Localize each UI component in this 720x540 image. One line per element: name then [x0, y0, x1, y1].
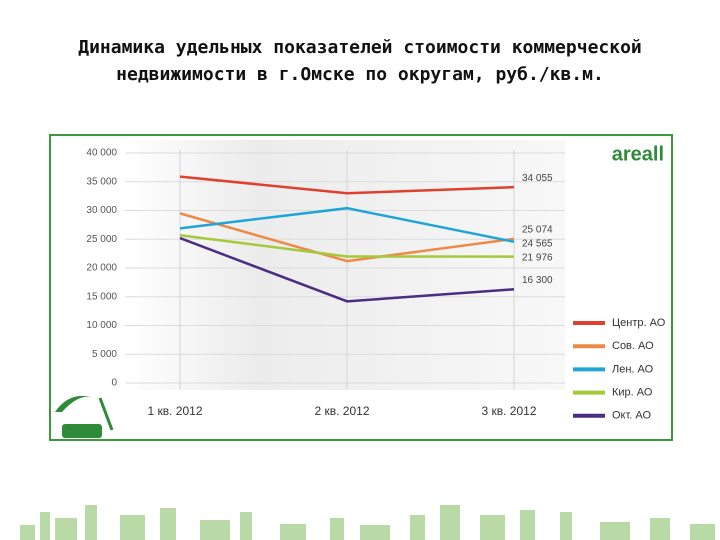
y-tick-label: 5 000: [92, 349, 117, 360]
slide-title-box: Динамика удельных показателей стоимости …: [0, 34, 720, 88]
y-tick-label: 35 000: [86, 176, 117, 187]
value-label: 34 055: [522, 173, 553, 184]
legend-label: Кир. АО: [612, 387, 653, 399]
y-tick-label: 25 000: [86, 234, 117, 245]
brand: areall: [612, 143, 664, 165]
x-tick-label: 1 кв. 2012: [148, 404, 203, 418]
value-label: 24 565: [522, 238, 553, 249]
y-tick-label: 30 000: [86, 205, 117, 216]
series-line: [179, 175, 515, 195]
omsk-logo: [55, 395, 114, 438]
legend-label: Центр. АО: [612, 317, 666, 329]
y-tick-label: 0: [111, 378, 117, 389]
skyline: [20, 505, 715, 540]
series-line: [179, 233, 515, 258]
x-tick-label: 3 кв. 2012: [482, 404, 537, 418]
y-tick-label: 10 000: [86, 320, 117, 331]
legend-label: Сов. АО: [612, 340, 654, 352]
y-tick-label: 20 000: [86, 263, 117, 274]
value-label: 21 976: [522, 252, 553, 263]
series-line: [179, 212, 515, 263]
series-line: [179, 206, 515, 243]
value-label: 16 300: [522, 275, 553, 286]
slide-title: Динамика удельных показателей стоимости …: [78, 37, 642, 85]
y-tick-label: 15 000: [86, 291, 117, 302]
series-line: [179, 236, 515, 303]
legend-label: Окт. АО: [612, 410, 652, 422]
legend-label: Лен. АО: [612, 363, 654, 375]
x-tick-label: 2 кв. 2012: [315, 404, 370, 418]
y-tick-label: 40 000: [86, 148, 117, 159]
value-label: 25 074: [522, 224, 553, 235]
